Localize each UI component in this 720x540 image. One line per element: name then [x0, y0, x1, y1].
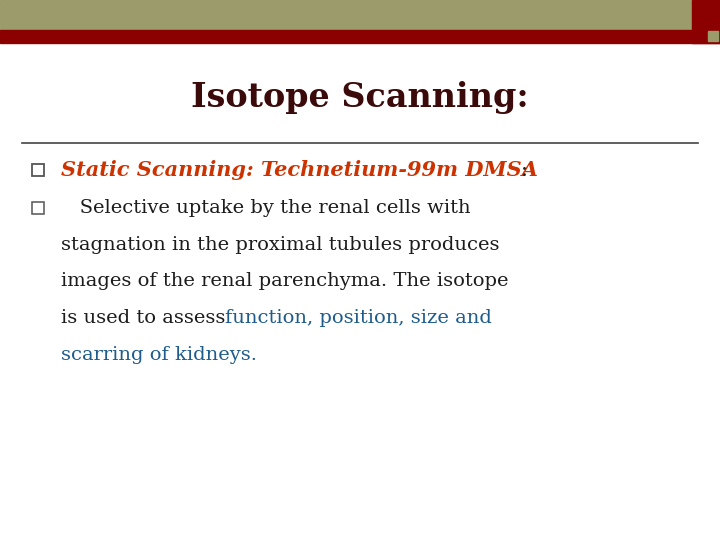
Bar — [692, 0, 720, 43]
Bar — [0, 30, 720, 43]
Text: images of the renal parenchyma. The isotope: images of the renal parenchyma. The isot… — [61, 272, 509, 291]
Text: is used to assess: is used to assess — [61, 309, 232, 327]
Bar — [0, 0, 720, 30]
Text: :: : — [521, 160, 528, 180]
Bar — [32, 164, 45, 176]
Text: Isotope Scanning:: Isotope Scanning: — [191, 80, 529, 114]
Text: function, position, size and: function, position, size and — [225, 309, 492, 327]
Bar — [708, 31, 718, 41]
Text: Static Scanning: Technetium-99m DMSA: Static Scanning: Technetium-99m DMSA — [61, 160, 539, 180]
Text: scarring of kidneys.: scarring of kidneys. — [61, 346, 257, 364]
Bar — [32, 202, 45, 214]
Text: Selective uptake by the renal cells with: Selective uptake by the renal cells with — [61, 199, 471, 217]
Text: stagnation in the proximal tubules produces: stagnation in the proximal tubules produ… — [61, 235, 500, 254]
